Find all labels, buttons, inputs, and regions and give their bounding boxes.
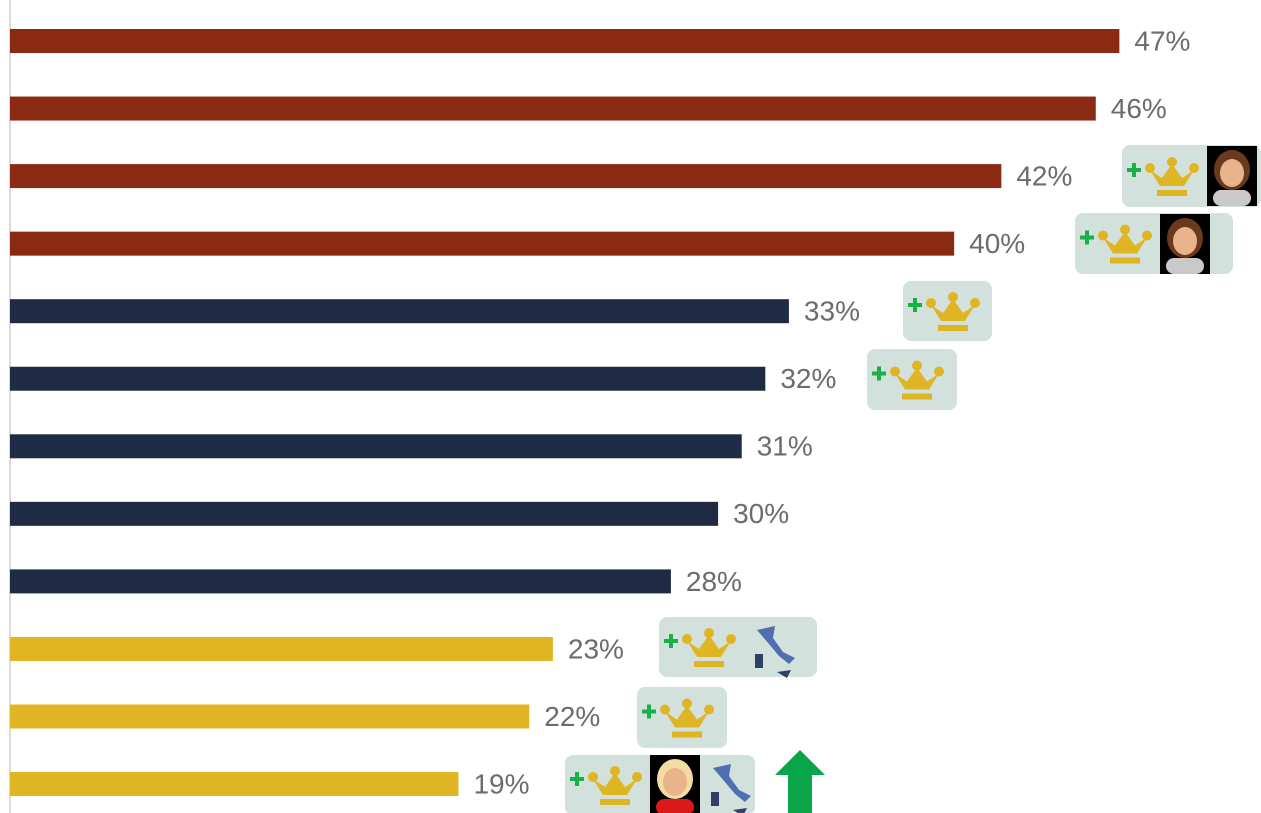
crown-base [938, 325, 968, 331]
italy-map [713, 764, 751, 802]
value-label: 46% [1111, 93, 1167, 124]
crown-dot [632, 772, 642, 782]
crown-icon [1103, 231, 1147, 254]
badge-bg [659, 617, 817, 677]
avatar-face [1173, 227, 1197, 255]
value-label: 33% [804, 296, 860, 327]
italy-island [711, 792, 747, 813]
crown-icon [593, 773, 637, 795]
plus-icon [1085, 230, 1089, 245]
crown-dot [912, 360, 922, 371]
crown-dot [704, 704, 714, 715]
italy-island [755, 654, 791, 678]
avatar-shirt [1213, 190, 1251, 206]
crown-icon [665, 705, 709, 728]
bar [10, 29, 1120, 53]
bar [10, 501, 719, 526]
bar [10, 366, 766, 391]
crown-dot [660, 704, 670, 715]
crown-dot [934, 366, 944, 377]
bar [10, 96, 1096, 121]
badge [637, 687, 727, 748]
value-label: 40% [969, 228, 1025, 259]
up-arrow [775, 750, 825, 813]
crown-dot [890, 366, 900, 377]
value-label: 22% [544, 701, 600, 732]
avatar-shirt [656, 799, 694, 813]
value-label: 19% [473, 768, 529, 799]
avatar-face [1220, 159, 1244, 187]
crown-dot [926, 298, 936, 308]
crown-dot [682, 634, 692, 644]
bar [10, 299, 789, 324]
crown-base [1110, 257, 1140, 264]
value-label: 32% [780, 363, 836, 394]
plus-icon [913, 298, 917, 312]
badge [659, 617, 817, 678]
badge [565, 755, 755, 813]
crown-dot [1098, 230, 1108, 241]
crown-dot [682, 698, 692, 709]
crown-icon [895, 367, 939, 390]
value-label: 30% [733, 498, 789, 529]
crown-dot [726, 634, 736, 644]
badge [903, 281, 992, 341]
bar [10, 231, 955, 256]
value-label: 28% [686, 566, 742, 597]
crown-base [672, 731, 702, 738]
crown-dot [610, 766, 620, 776]
bar [10, 569, 671, 594]
value-label: 42% [1016, 160, 1072, 191]
bar [10, 164, 1002, 189]
crown-dot [948, 292, 958, 302]
avatar-shirt [1166, 258, 1204, 274]
crown-base [1157, 190, 1187, 196]
crown-dot [1167, 157, 1177, 167]
crown-dot [970, 298, 980, 308]
crown-dot [1142, 230, 1152, 241]
crown-icon [687, 635, 731, 657]
bar [10, 636, 553, 661]
crown-base [694, 661, 724, 667]
badge [867, 349, 957, 410]
bar [10, 772, 459, 797]
italy-map [757, 626, 795, 664]
value-label: 31% [757, 431, 813, 462]
plus-icon [1132, 163, 1136, 177]
badge [1122, 145, 1261, 207]
plus-icon [877, 366, 881, 381]
bar [10, 434, 742, 459]
plus-icon [647, 704, 651, 719]
plus-icon [669, 634, 673, 648]
crown-dot [1145, 163, 1155, 173]
crown-dot [588, 772, 598, 782]
crown-dot [1189, 163, 1199, 173]
crown-icon [931, 299, 975, 321]
crown-base [600, 799, 630, 805]
bar [10, 704, 530, 729]
crown-dot [1120, 224, 1130, 235]
crown-icon [1150, 164, 1194, 186]
value-label: 23% [568, 633, 624, 664]
crown-base [902, 393, 932, 400]
plus-icon [575, 772, 579, 786]
avatar-face [663, 768, 687, 796]
badge [1075, 213, 1233, 274]
value-label: 47% [1134, 25, 1190, 56]
crown-dot [704, 628, 714, 638]
